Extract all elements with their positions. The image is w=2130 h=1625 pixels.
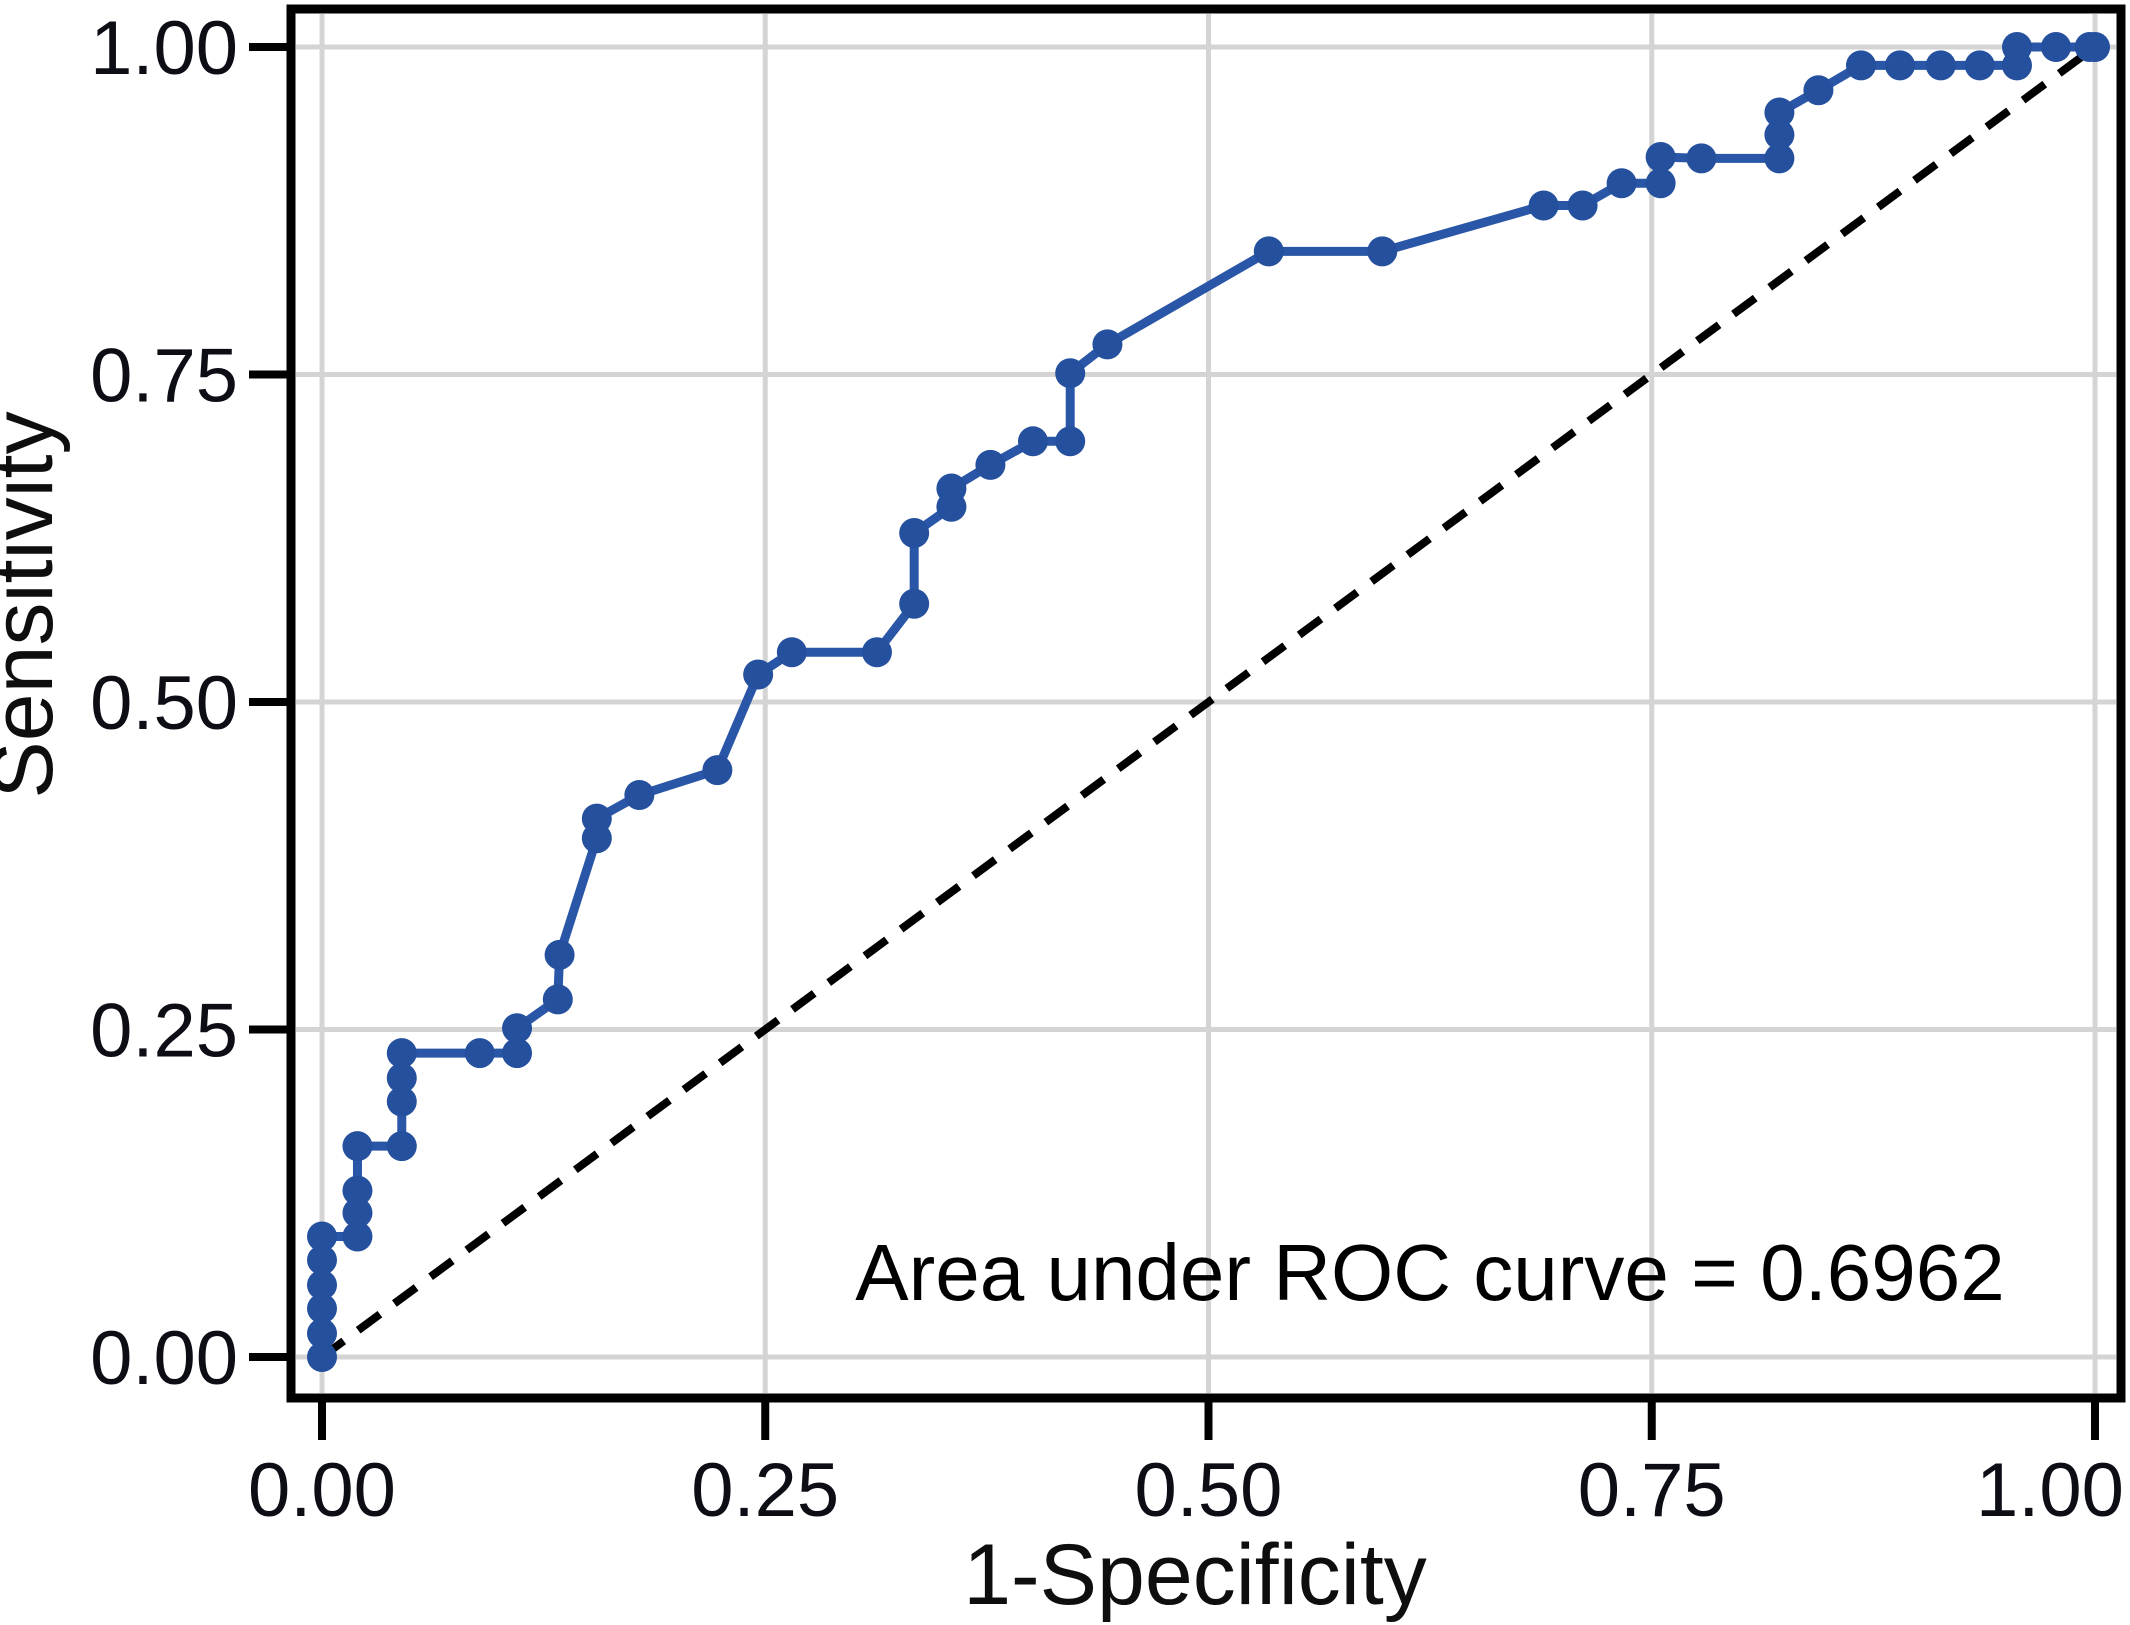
y-tick-label: 0.25 — [90, 989, 238, 1074]
roc-data-point — [342, 1221, 373, 1252]
roc-data-point — [861, 637, 892, 668]
roc-data-point — [307, 1245, 337, 1276]
roc-data-point — [1567, 190, 1598, 221]
roc-data-point — [702, 755, 733, 786]
roc-data-point — [1964, 50, 1995, 81]
roc-data-point — [1645, 142, 1676, 173]
roc-data-point — [342, 1197, 373, 1228]
roc-data-point — [936, 473, 967, 504]
roc-data-point — [307, 1342, 337, 1372]
roc-data-point — [899, 518, 930, 549]
roc-data-point — [342, 1175, 373, 1206]
roc-data-point — [307, 1293, 337, 1324]
roc-data-point — [307, 1269, 337, 1300]
roc-data-point — [1925, 50, 1956, 81]
roc-data-point — [1528, 190, 1559, 221]
y-tick-label: 0.50 — [90, 661, 238, 746]
roc-data-point — [776, 637, 807, 668]
roc-data-point — [502, 1013, 533, 1044]
roc-data-point — [899, 588, 930, 619]
reference-diagonal-line — [319, 43, 2098, 1361]
roc-data-point — [542, 984, 573, 1015]
roc-data-point — [581, 803, 612, 834]
roc-data-point — [1253, 236, 1284, 267]
roc-data-point — [307, 1221, 337, 1252]
roc-data-point — [544, 939, 575, 970]
plot-border — [286, 4, 2126, 1403]
roc-data-point — [386, 1062, 417, 1093]
roc-data-point — [502, 1038, 533, 1069]
roc-data-point — [2001, 32, 2032, 62]
roc-data-point — [1606, 168, 1637, 199]
roc-data-point — [1764, 143, 1795, 174]
roc-data-point — [1764, 119, 1795, 150]
roc-data-point — [1645, 168, 1676, 199]
x-axis-title: 1-Specificity — [963, 1527, 1427, 1623]
x-tick-label: 0.50 — [1135, 1448, 1283, 1533]
x-tick-label: 1.00 — [1976, 1448, 2124, 1533]
roc-data-point — [1017, 426, 1048, 457]
roc-data-point — [386, 1086, 417, 1117]
roc-data-point — [1845, 50, 1876, 81]
roc-data-point — [464, 1038, 495, 1069]
roc-data-point — [1055, 358, 1086, 389]
roc-data-point — [386, 1038, 417, 1069]
roc-data-point — [1092, 329, 1123, 360]
roc-data-point — [2040, 32, 2071, 62]
roc-data-point — [1686, 143, 1717, 174]
x-tick-label: 0.00 — [248, 1448, 396, 1533]
roc-data-point — [1803, 75, 1834, 106]
roc-data-point — [1764, 97, 1795, 128]
roc-data-point — [1884, 50, 1915, 81]
roc-data-point — [743, 659, 774, 690]
axes-layer — [249, 4, 2126, 1440]
x-tick-label: 0.75 — [1578, 1448, 1726, 1533]
roc-data-point — [342, 1131, 373, 1162]
roc-series-layer — [307, 32, 2110, 1372]
reference-line-layer — [319, 43, 2098, 1361]
roc-data-point — [2080, 32, 2110, 62]
y-tick-label: 0.00 — [90, 1316, 238, 1401]
tick-label-layer: 0.000.00 0.25 0.25 0.50 0.50 0.75 0.75 1.00 1.00 — [90, 6, 2124, 1533]
y-axis-title: Sensitivity — [0, 411, 71, 798]
roc-data-point — [307, 1318, 337, 1349]
roc-data-point — [1367, 236, 1398, 267]
roc-data-point — [624, 780, 655, 811]
roc-data-point — [975, 449, 1006, 480]
x-tick-label: 0.25 — [691, 1448, 839, 1533]
y-tick-label: 1.00 — [90, 6, 238, 91]
roc-data-point — [1055, 426, 1086, 457]
y-tick-label: 0.75 — [90, 334, 238, 419]
auc-annotation: Area under ROC curve = 0.6962 — [855, 1228, 2005, 1317]
roc-data-point — [386, 1131, 417, 1162]
